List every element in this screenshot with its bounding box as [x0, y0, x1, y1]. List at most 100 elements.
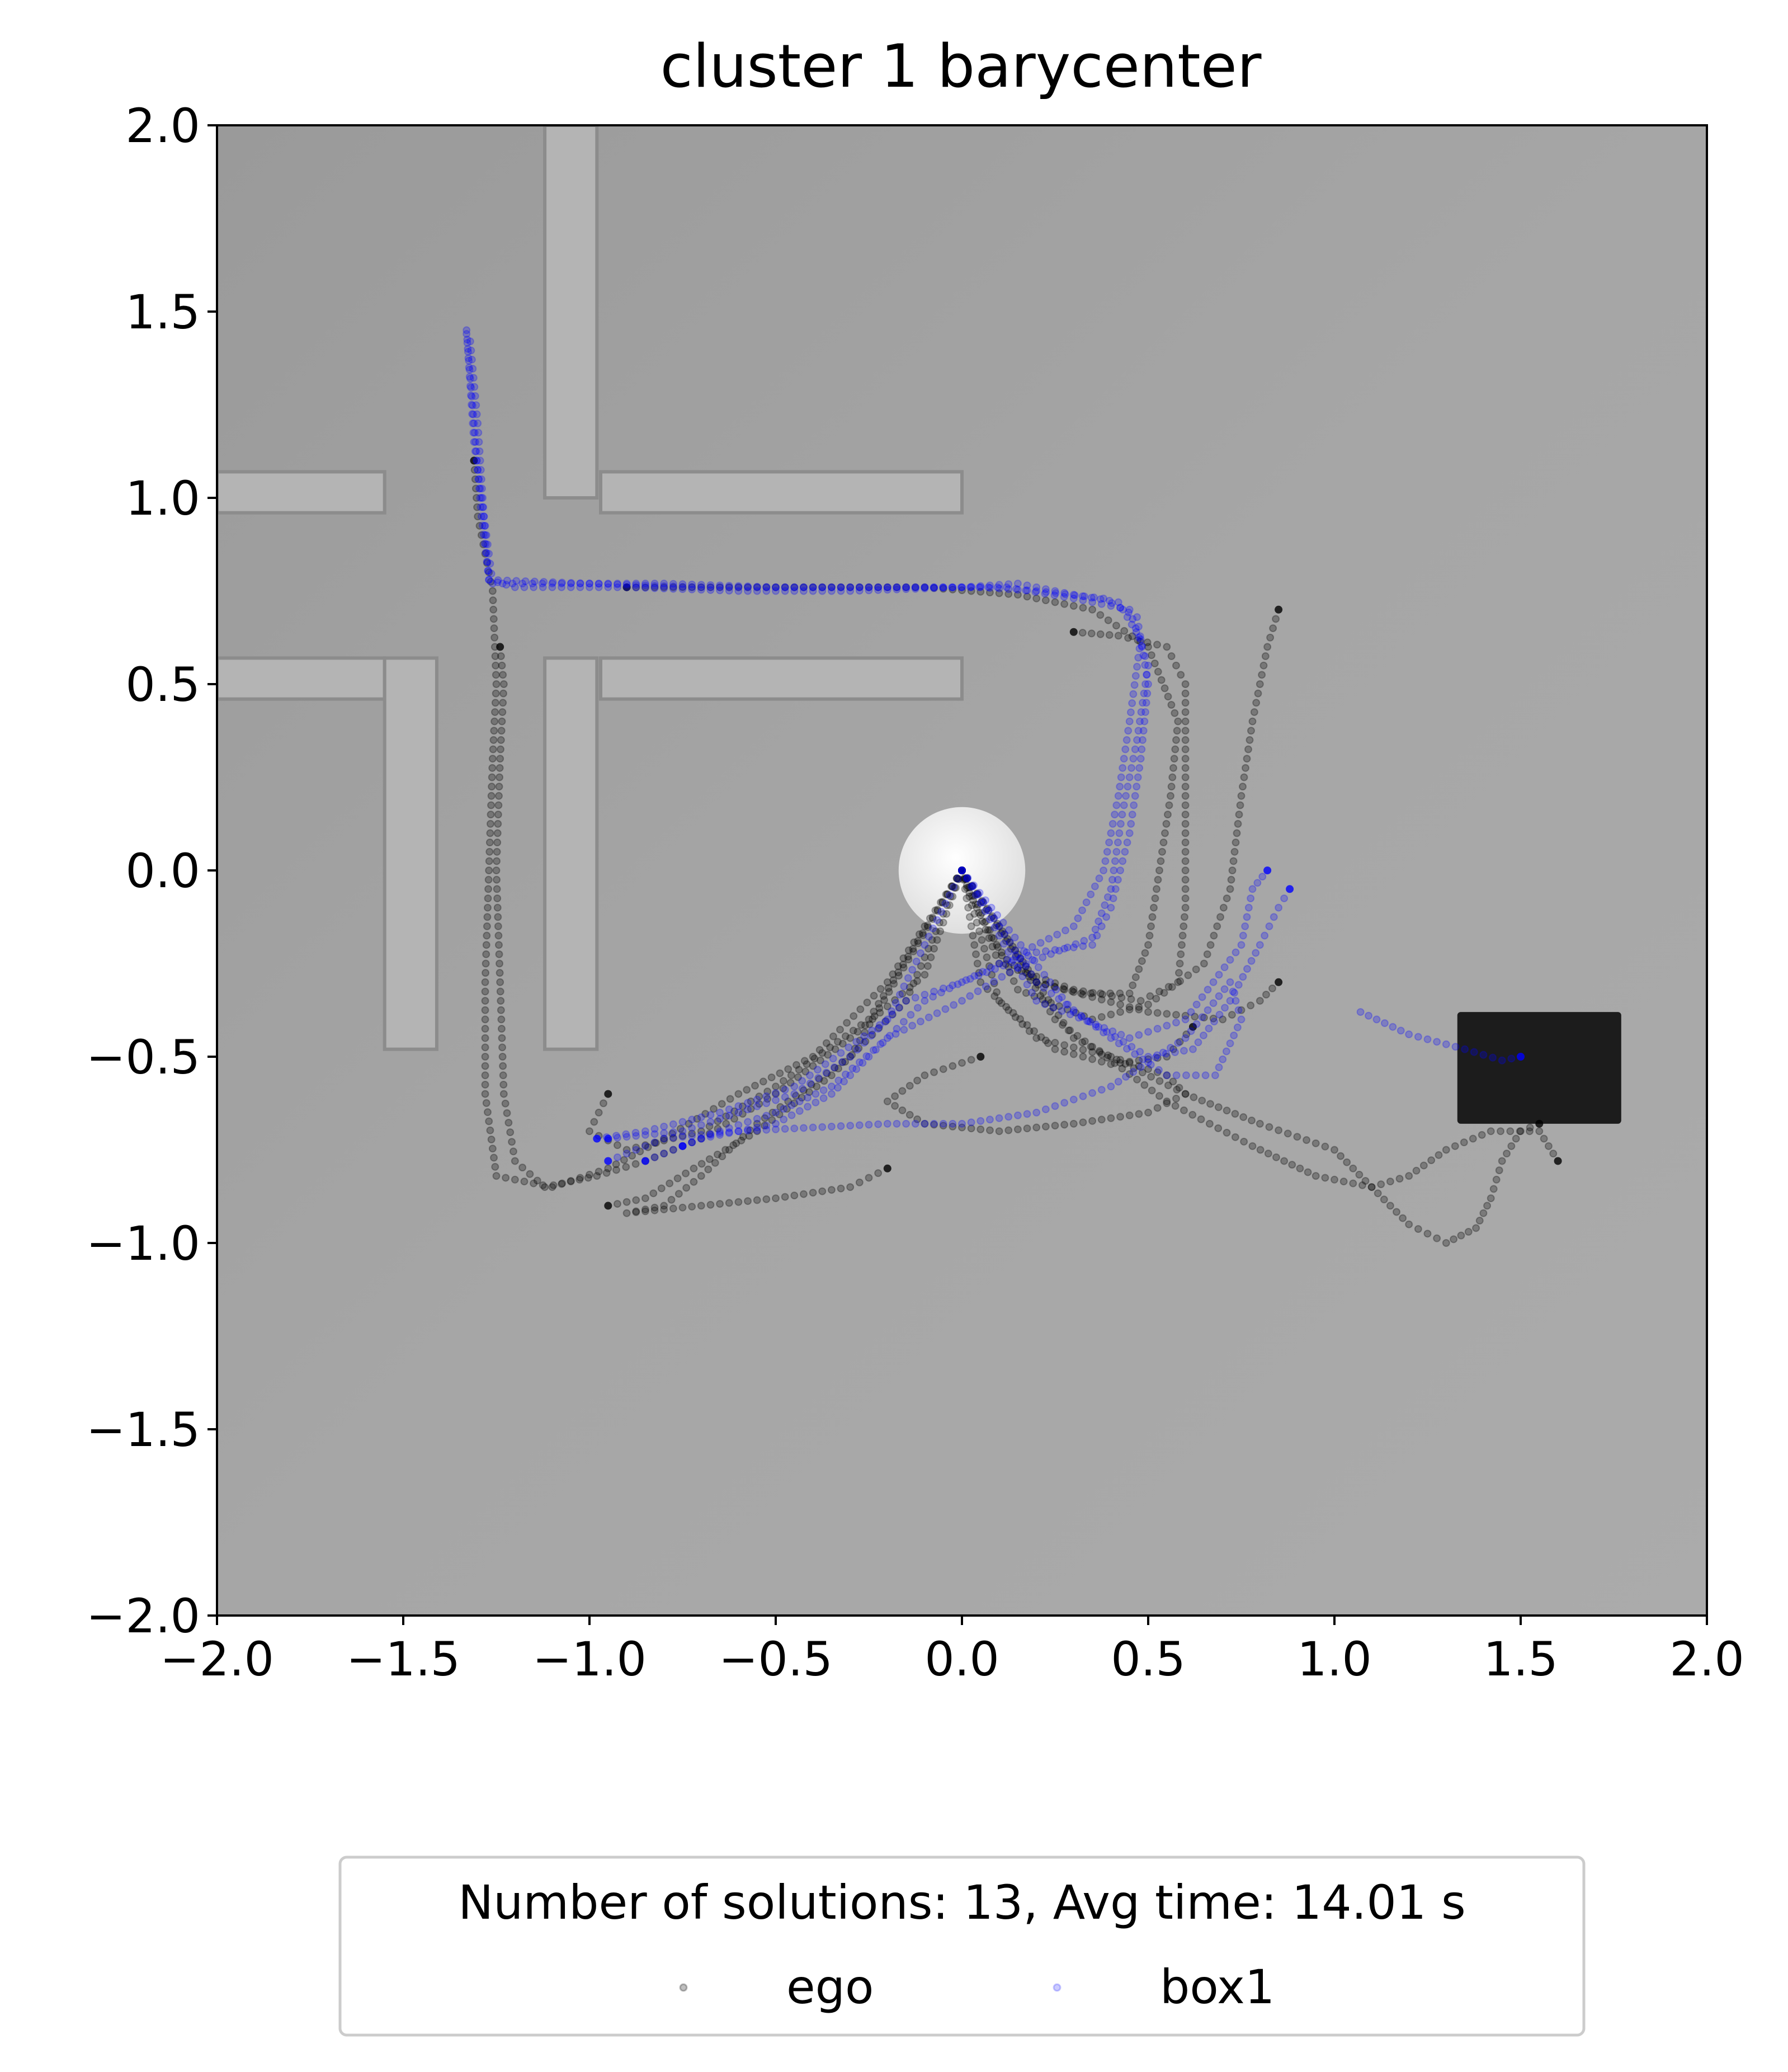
box1-point — [1061, 590, 1069, 599]
ego-point — [1192, 965, 1200, 973]
ego-point — [697, 1134, 705, 1143]
ego-point — [1203, 950, 1211, 958]
ego-point — [1414, 1225, 1422, 1233]
ego-point — [1172, 661, 1180, 670]
ego-point — [632, 1207, 640, 1216]
ego-point — [1238, 783, 1247, 791]
ego-point — [801, 1067, 810, 1076]
ego-point — [1054, 1011, 1063, 1019]
ego-point — [595, 1167, 603, 1176]
box1-point — [1013, 580, 1022, 588]
box1-point — [567, 583, 575, 591]
box1-point — [985, 581, 994, 590]
ego-point — [1158, 847, 1166, 856]
box1-point — [1047, 989, 1055, 997]
box1-point — [706, 1130, 715, 1138]
box1-point — [911, 993, 919, 1002]
box1-point — [1111, 1033, 1119, 1041]
box1-point — [814, 1074, 823, 1082]
ego-point — [818, 1049, 827, 1057]
ego-point — [1078, 1038, 1087, 1047]
ego-point — [1036, 992, 1045, 1000]
box1-point — [772, 1108, 780, 1117]
box1-point — [762, 1112, 771, 1120]
ego-point — [481, 978, 489, 986]
box1-point — [1451, 1043, 1460, 1051]
ego-point — [822, 1039, 831, 1047]
box1-point — [998, 973, 1006, 981]
ego-point — [1450, 1235, 1458, 1244]
ego-point — [965, 883, 973, 892]
ego-point — [660, 583, 668, 591]
ego-point — [1144, 1065, 1152, 1073]
box1-point — [1201, 1071, 1210, 1080]
ego-point — [1172, 1094, 1180, 1103]
ego-point — [622, 1163, 630, 1171]
ego-point — [1025, 1027, 1034, 1035]
box1-point — [1119, 1038, 1127, 1046]
ego-point — [963, 881, 971, 889]
ego-point — [753, 583, 761, 591]
ego-point — [1181, 699, 1190, 707]
ego-point — [1060, 986, 1069, 994]
ego-point — [489, 605, 498, 614]
ego-point — [470, 466, 479, 474]
ego-point — [622, 1146, 631, 1154]
box1-point — [867, 1032, 875, 1040]
ego-point — [1016, 954, 1025, 962]
box1-point — [1261, 931, 1269, 940]
box1-point — [734, 1102, 743, 1110]
ego-point — [1489, 1185, 1498, 1193]
box1-point — [1114, 875, 1122, 884]
ego-point — [963, 884, 971, 892]
ego-point — [782, 1105, 791, 1113]
box1-point — [930, 1119, 938, 1128]
box1-point — [981, 907, 989, 915]
ego-point — [1147, 651, 1155, 660]
box1-point — [902, 583, 910, 591]
ego-point — [958, 867, 966, 874]
ego-point — [995, 922, 1003, 930]
ego-point — [486, 820, 494, 828]
ego-point — [846, 583, 855, 591]
box1-point — [902, 1119, 910, 1128]
box1-point — [1023, 581, 1031, 590]
ego-point — [1107, 1114, 1115, 1122]
ego-point — [958, 867, 966, 874]
wall-segment — [217, 656, 386, 701]
ego-point — [1152, 995, 1160, 1003]
box1-point — [697, 583, 705, 591]
box1-point — [911, 583, 919, 591]
box1-point — [716, 581, 724, 590]
box1-point — [860, 1032, 869, 1040]
box1-point — [477, 512, 485, 521]
box1-point — [1139, 727, 1148, 735]
ego-point — [743, 1086, 751, 1094]
box1-point — [979, 968, 987, 976]
box1-point — [697, 1134, 705, 1143]
box1-point — [1041, 590, 1049, 598]
box1-point — [1114, 1077, 1122, 1086]
box1-point — [1020, 947, 1028, 955]
box1-point — [475, 484, 483, 493]
box1-point — [1105, 596, 1114, 605]
ego-point — [1004, 590, 1013, 598]
box1-point — [874, 1025, 883, 1033]
ego-point — [883, 583, 891, 591]
ego-point — [1013, 950, 1022, 958]
ego-point — [988, 971, 996, 979]
box1-point — [706, 581, 715, 589]
ego-point — [718, 1100, 726, 1108]
box1-point — [1140, 689, 1148, 698]
box1-point — [467, 346, 475, 355]
box1-point — [464, 354, 473, 362]
ego-point — [567, 1177, 575, 1185]
y-tick-label: −0.5 — [86, 1030, 200, 1085]
ego-point — [1031, 984, 1040, 992]
box1-point — [469, 428, 478, 437]
box1-point — [966, 974, 974, 983]
ego-point — [593, 1172, 601, 1180]
ego-point — [1120, 627, 1129, 635]
ego-point — [939, 910, 947, 918]
box1-point — [466, 374, 474, 383]
